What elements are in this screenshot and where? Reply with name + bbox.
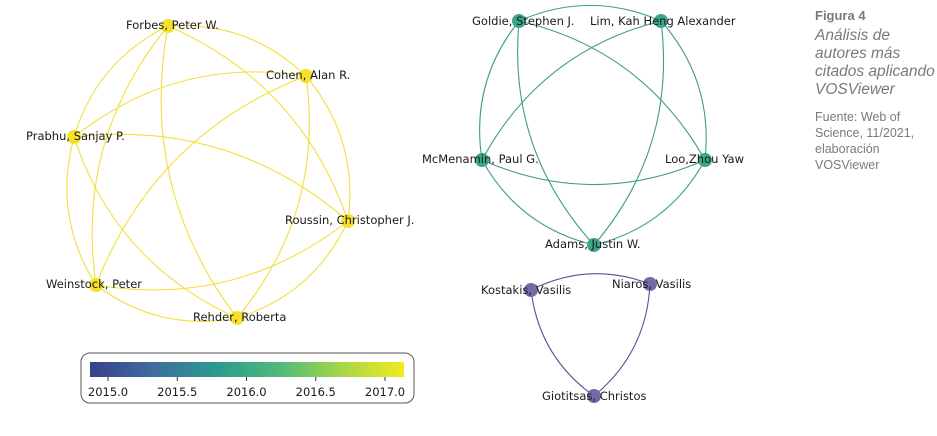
node-kostakis[interactable] [524, 283, 538, 297]
labels-layer: Forbes, Peter W. Cohen, Alan R. Prabhu, Sa… [26, 14, 744, 403]
edge-goldie-lim [518, 4, 662, 22]
figure-number: Figura 4 [815, 8, 866, 23]
edge-lim-loo [660, 20, 707, 161]
edge-forbes-roussin [167, 25, 349, 222]
color-legend-ticks: 2015.0 2015.5 2016.0 2016.5 2017.0 [88, 377, 405, 399]
edge-kostakis-giotitsas [530, 289, 595, 397]
edge-goldie-loo [518, 20, 706, 161]
edge-loo-adams [593, 159, 706, 246]
figure-caption: Figura 4 Análisis de autores más citados… [815, 8, 937, 173]
node-label-niaros: Niaros, Vasilis [612, 277, 691, 291]
node-loo[interactable] [698, 153, 712, 167]
edge-goldie-mcmenamin [479, 20, 520, 161]
node-label-prabhu: Prabhu, Sanjay P. [26, 129, 125, 143]
node-label-loo: Loo,Zhou Yaw [665, 152, 744, 166]
node-niaros[interactable] [643, 277, 657, 291]
edge-prabhu-roussin [73, 133, 349, 222]
color-legend-tick-label: 2015.5 [157, 385, 197, 399]
edge-lim-adams [593, 20, 665, 246]
edge-cohen-rehder [236, 75, 310, 319]
edges-layer [66, 4, 707, 397]
node-cohen[interactable] [299, 69, 313, 83]
edge-kostakis-niaros [530, 273, 651, 291]
figure-description: Análisis de autores más citados aplicand… [815, 27, 935, 98]
edge-cohen-weinstock [95, 75, 307, 286]
node-label-weinstock: Weinstock, Peter [46, 277, 142, 291]
edge-mcmenamin-adams [481, 159, 595, 246]
edge-prabhu-rehder [73, 136, 238, 319]
edge-roussin-weinstock [95, 220, 349, 291]
node-lim[interactable] [654, 14, 668, 28]
color-legend-tick-label: 2015.0 [88, 385, 128, 399]
node-label-adams: Adams, Justin W. [545, 237, 641, 251]
edge-mcmenamin-loo [481, 159, 706, 186]
node-label-cohen: Cohen, Alan R. [266, 68, 350, 82]
color-legend-gradient [90, 362, 404, 377]
color-legend-tick-label: 2016.5 [296, 385, 336, 399]
edge-goldie-adams [517, 20, 595, 246]
node-roussin[interactable] [341, 214, 355, 228]
node-prabhu[interactable] [67, 130, 81, 144]
coauthorship-network: Forbes, Peter W. Cohen, Alan R. Prabhu, Sa… [26, 4, 744, 404]
node-forbes[interactable] [161, 19, 175, 33]
color-legend-tick-label: 2016.0 [226, 385, 266, 399]
edge-prabhu-weinstock [66, 136, 97, 286]
node-label-kostakis: Kostakis, Vasilis [481, 283, 571, 297]
node-label-lim: Lim, Kah Heng Alexander [590, 14, 736, 28]
edge-cohen-prabhu [73, 71, 307, 138]
edge-forbes-weinstock [91, 25, 169, 286]
node-weinstock[interactable] [89, 278, 103, 292]
node-mcmenamin[interactable] [475, 153, 489, 167]
node-label-mcmenamin: McMenamin, Paul G. [422, 152, 539, 166]
edge-niaros-giotitsas [593, 283, 651, 397]
figure-source: Fuente: Web of Science, 11/2021, elabora… [815, 110, 915, 172]
edge-forbes-rehder [160, 25, 238, 319]
node-adams[interactable] [587, 238, 601, 252]
node-label-roussin: Roussin, Christopher J. [285, 213, 414, 227]
edge-roussin-rehder [236, 220, 349, 319]
edge-weinstock-rehder [95, 284, 238, 322]
edge-lim-mcmenamin [481, 20, 662, 161]
color-legend: 2015.0 2015.5 2016.0 2016.5 2017.0 [80, 352, 415, 404]
node-label-forbes: Forbes, Peter W. [126, 18, 219, 32]
color-legend-tick-label: 2017.0 [365, 385, 405, 399]
node-label-rehder: Rehder, Roberta [193, 310, 286, 324]
node-rehder[interactable] [230, 311, 244, 325]
node-giotitsas[interactable] [587, 389, 601, 403]
nodes-layer [67, 14, 712, 403]
edge-forbes-cohen [167, 24, 307, 77]
edge-forbes-prabhu [73, 25, 169, 138]
node-goldie[interactable] [512, 14, 526, 28]
edge-cohen-roussin [305, 75, 351, 222]
node-label-goldie: Goldie, Stephen J. [472, 14, 575, 28]
node-label-giotitsas: Giotitsas, Christos [542, 389, 646, 403]
